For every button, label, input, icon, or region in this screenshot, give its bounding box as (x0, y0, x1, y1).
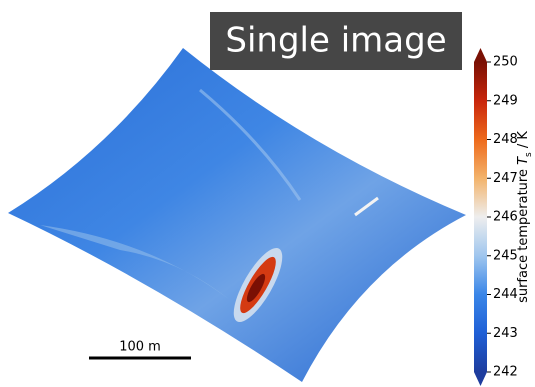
colorbar-extend-bottom (474, 372, 487, 386)
colorbar-label-part: surface temperature (516, 165, 531, 303)
colorbar-body (474, 62, 487, 372)
title: Single image (225, 21, 446, 61)
scale-bar-label: 100 m (119, 340, 161, 355)
colorbar-tick-label: 250 (493, 55, 518, 70)
colorbar-tick-label: 249 (493, 93, 518, 108)
colorbar-tick-label: 244 (493, 287, 518, 302)
colorbar-tick-label: 242 (493, 365, 518, 380)
colorbar-tick-label: 246 (493, 210, 518, 225)
colorbar-label: surface temperature Ts / K (516, 131, 534, 303)
thermal-image (8, 48, 466, 382)
colorbar-tick-label: 243 (493, 326, 518, 341)
colorbar: 242 243 244 245 246 247 248 249 250 (474, 48, 518, 386)
figure: Single image 100 m 242 243 244 245 246 247 248… (0, 0, 535, 387)
colorbar-tick-label: 248 (493, 132, 518, 147)
colorbar-label-part: / K (516, 131, 531, 153)
colorbar-tick-label: 245 (493, 248, 518, 263)
colorbar-extend-top (474, 48, 487, 62)
colorbar-tick-label: 247 (493, 171, 518, 186)
